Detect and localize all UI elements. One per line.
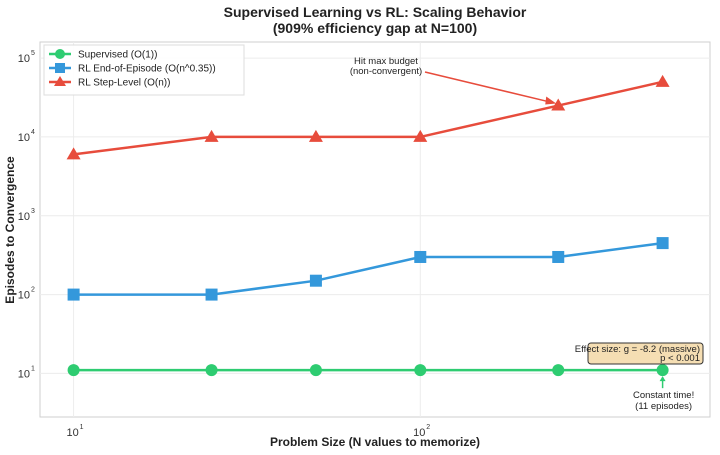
y-tick-label: 10 [18, 53, 30, 65]
x-tick-exponent: 2 [426, 424, 430, 431]
x-tick-label: 10 [413, 427, 425, 439]
effect-size-line2: p < 0.001 [660, 353, 700, 364]
legend-label: RL Step-Level (O(n)) [78, 78, 170, 89]
data-point [309, 274, 322, 287]
data-point [552, 364, 565, 377]
data-point [67, 288, 80, 301]
legend-label: Supervised (O(1)) [78, 50, 157, 61]
y-tick-exponent: 5 [31, 50, 35, 57]
series-circle [67, 364, 669, 377]
effect-size-box [587, 342, 704, 365]
x-axis-ticks: 10 1 10 2 [66, 424, 430, 439]
y-tick-exponent: 3 [31, 208, 35, 215]
data-point [413, 129, 428, 142]
x-axis-label: Problem Size (N values to memorize) [270, 435, 480, 449]
series-square [67, 237, 669, 301]
series-triangle [66, 74, 670, 160]
y-tick-exponent: 1 [31, 365, 35, 372]
legend-label: RL End-of-Episode (O(n^0.35)) [78, 64, 216, 75]
chart-subtitle: (909% efficiency gap at N=100) [273, 20, 477, 36]
legend-item: Supervised (O(1)) [49, 49, 157, 61]
legend-item: RL End-of-Episode (O(n^0.35)) [49, 63, 216, 75]
data-point [204, 129, 219, 142]
y-tick-label: 10 [18, 132, 30, 144]
legend: Supervised (O(1)) RL End-of-Episode (O(n^… [43, 44, 245, 96]
series-line [73, 241, 663, 296]
data-point [414, 250, 427, 263]
data-point [655, 74, 670, 87]
y-tick-exponent: 4 [31, 129, 35, 136]
series-layer [66, 74, 670, 377]
data-point [67, 364, 80, 377]
data-point [656, 237, 669, 250]
y-tick-label: 10 [18, 290, 30, 302]
y-axis-label: Episodes to Convergence [3, 156, 17, 304]
annotations-layer: Hit max budget(non-convergent) Constant t… [350, 56, 704, 412]
y-tick-exponent: 2 [31, 287, 35, 294]
data-point [66, 147, 81, 160]
data-point [309, 364, 322, 377]
x-tick-label: 10 [66, 427, 78, 439]
legend-box [43, 44, 245, 96]
legend-marker-triangle [54, 76, 66, 86]
legend-marker-square [55, 63, 65, 73]
series-line [73, 80, 663, 156]
y-tick-label: 10 [18, 368, 30, 380]
data-point [308, 129, 323, 142]
chart-title: Supervised Learning vs RL: Scaling Behav… [224, 4, 527, 20]
annotation-constant-line1: Constant time! [633, 390, 694, 401]
y-tick-label: 10 [18, 211, 30, 223]
annotation-arrow-head [545, 96, 557, 105]
annotation-constant-arrow-head [659, 376, 666, 382]
data-point [656, 364, 669, 377]
legend-marker-circle [55, 49, 65, 59]
annotation-max-budget-line1: Hit max budget [354, 56, 418, 67]
data-point [552, 250, 565, 263]
annotation-constant-line2: (11 episodes) [635, 401, 692, 412]
data-point [551, 98, 566, 111]
annotation-arrow-line [424, 71, 553, 104]
x-tick-exponent: 1 [80, 424, 84, 431]
effect-size-line1: Effect size: g = -8.2 (massive) [575, 344, 700, 355]
data-point [414, 364, 427, 377]
annotation-max-budget-line2: (non-convergent) [350, 66, 422, 77]
legend-item: RL Step-Level (O(n)) [49, 76, 170, 89]
data-point [205, 288, 218, 301]
data-point [205, 364, 218, 377]
